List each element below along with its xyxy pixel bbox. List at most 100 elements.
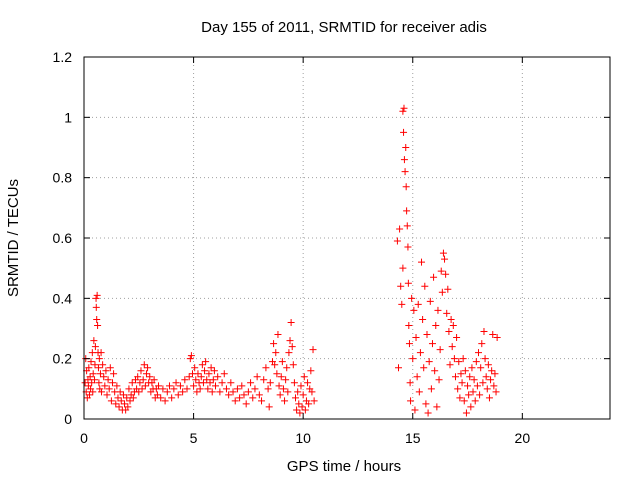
data-point xyxy=(95,379,103,387)
data-point xyxy=(492,388,500,396)
data-point xyxy=(247,379,255,387)
data-point xyxy=(91,361,99,369)
data-point xyxy=(411,406,419,414)
y-tick-label: 0 xyxy=(64,411,72,427)
data-point xyxy=(103,391,111,399)
data-point xyxy=(424,409,432,417)
data-point xyxy=(301,406,309,414)
data-point xyxy=(483,385,491,393)
data-point xyxy=(404,243,412,251)
data-point xyxy=(104,376,112,384)
data-point xyxy=(139,376,147,384)
data-point xyxy=(441,255,449,263)
data-point xyxy=(446,361,454,369)
data-point xyxy=(108,379,116,387)
data-point xyxy=(144,364,152,372)
data-point xyxy=(420,364,428,372)
data-point xyxy=(455,358,463,366)
data-point xyxy=(469,388,477,396)
data-point xyxy=(99,361,107,369)
data-point xyxy=(482,373,490,381)
data-point xyxy=(124,403,132,411)
data-point xyxy=(265,403,273,411)
data-point xyxy=(270,340,278,348)
data-point xyxy=(478,340,486,348)
data-point xyxy=(209,376,217,384)
data-point xyxy=(138,385,146,393)
data-point xyxy=(451,373,459,381)
y-tick-label: 0.6 xyxy=(53,230,73,246)
data-point xyxy=(450,355,458,363)
data-point xyxy=(449,321,457,329)
data-point xyxy=(205,370,213,378)
data-point xyxy=(136,379,144,387)
data-point xyxy=(398,300,406,308)
data-point xyxy=(402,183,410,191)
data-point xyxy=(287,318,295,326)
data-point xyxy=(415,388,423,396)
data-point xyxy=(409,355,417,363)
data-point xyxy=(464,382,472,390)
data-point xyxy=(193,388,201,396)
data-point xyxy=(125,385,133,393)
data-point xyxy=(174,391,182,399)
data-point xyxy=(402,144,410,151)
data-point xyxy=(273,370,281,378)
x-tick-label: 5 xyxy=(190,430,198,446)
data-points xyxy=(81,104,501,417)
data-point xyxy=(426,297,434,305)
data-point xyxy=(97,349,105,357)
data-point xyxy=(443,309,451,317)
data-point xyxy=(119,391,127,399)
data-point xyxy=(157,394,165,402)
data-point xyxy=(403,207,411,215)
data-point xyxy=(416,349,424,357)
data-point xyxy=(286,337,294,345)
data-point xyxy=(276,391,284,399)
data-point xyxy=(470,376,478,384)
data-point xyxy=(170,385,178,393)
data-point xyxy=(275,382,283,390)
data-point xyxy=(458,379,466,387)
data-point xyxy=(448,343,456,351)
data-point xyxy=(298,403,306,411)
data-point xyxy=(153,391,161,399)
data-point xyxy=(146,373,154,381)
data-point xyxy=(92,303,100,311)
data-point xyxy=(396,225,404,233)
data-point xyxy=(98,388,106,396)
data-point xyxy=(308,388,316,396)
data-point xyxy=(288,343,296,351)
data-point xyxy=(85,391,93,399)
data-point xyxy=(431,367,439,375)
data-point xyxy=(190,382,198,390)
grid-lines xyxy=(84,57,610,419)
data-point xyxy=(472,358,480,366)
data-point xyxy=(95,355,103,363)
data-point xyxy=(279,385,287,393)
data-point xyxy=(281,397,289,405)
data-point xyxy=(404,279,412,287)
data-point xyxy=(490,382,498,390)
data-point xyxy=(264,385,272,393)
y-tick-label: 1 xyxy=(64,109,72,125)
data-point xyxy=(249,394,257,402)
data-point xyxy=(419,315,427,323)
data-point xyxy=(242,400,250,408)
axis-ticks: 0 5 10 15 20 0 0.2 0.4 0.6 0.8 1 1.2 xyxy=(53,49,610,446)
data-point xyxy=(293,406,301,414)
data-point xyxy=(491,370,499,378)
data-point xyxy=(126,397,134,405)
data-point xyxy=(129,394,137,402)
data-point xyxy=(468,364,476,372)
data-point xyxy=(206,379,214,387)
data-point xyxy=(102,367,110,375)
data-point xyxy=(94,321,102,329)
data-point xyxy=(137,367,145,375)
data-point xyxy=(212,382,219,390)
data-point xyxy=(307,367,315,375)
data-point xyxy=(168,394,176,402)
data-point xyxy=(229,388,237,396)
data-point xyxy=(284,388,292,396)
